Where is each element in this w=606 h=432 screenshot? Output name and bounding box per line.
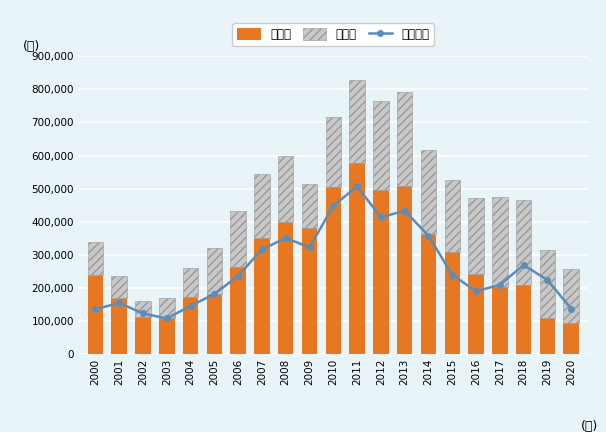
Bar bbox=[325, 187, 341, 354]
Bar bbox=[373, 190, 388, 354]
Bar bbox=[207, 248, 222, 294]
Bar bbox=[254, 174, 270, 238]
Text: (台): (台) bbox=[23, 40, 40, 53]
Bar bbox=[278, 156, 293, 222]
Bar bbox=[397, 187, 413, 354]
Bar bbox=[302, 229, 318, 354]
Bar bbox=[135, 318, 151, 354]
Bar bbox=[88, 242, 103, 275]
Bar bbox=[159, 298, 175, 318]
Bar bbox=[325, 117, 341, 187]
Bar bbox=[468, 274, 484, 354]
Bar bbox=[468, 198, 484, 274]
Bar bbox=[516, 285, 531, 354]
Bar bbox=[88, 275, 103, 354]
Bar bbox=[421, 150, 436, 234]
Bar bbox=[183, 298, 198, 354]
Bar bbox=[564, 269, 579, 324]
Bar bbox=[159, 318, 175, 354]
Bar bbox=[397, 92, 413, 187]
Bar bbox=[278, 222, 293, 354]
Bar bbox=[230, 267, 246, 354]
Bar bbox=[349, 80, 365, 163]
Bar bbox=[540, 318, 555, 354]
Bar bbox=[492, 197, 508, 287]
Bar bbox=[540, 250, 555, 318]
Bar bbox=[516, 200, 531, 285]
Bar bbox=[112, 276, 127, 298]
Bar bbox=[445, 252, 460, 354]
Bar bbox=[230, 211, 246, 267]
Bar bbox=[421, 234, 436, 354]
Bar bbox=[302, 184, 318, 229]
Bar bbox=[373, 101, 388, 190]
Bar bbox=[112, 298, 127, 354]
Bar bbox=[254, 238, 270, 354]
Bar bbox=[135, 302, 151, 318]
Text: (年): (年) bbox=[581, 420, 598, 432]
Bar bbox=[445, 180, 460, 252]
Bar bbox=[349, 163, 365, 354]
Bar bbox=[207, 294, 222, 354]
Bar bbox=[492, 287, 508, 354]
Bar bbox=[183, 268, 198, 298]
Legend: 乗用車, 商用車, 輸出台数: 乗用車, 商用車, 輸出台数 bbox=[232, 23, 435, 46]
Bar bbox=[564, 324, 579, 354]
